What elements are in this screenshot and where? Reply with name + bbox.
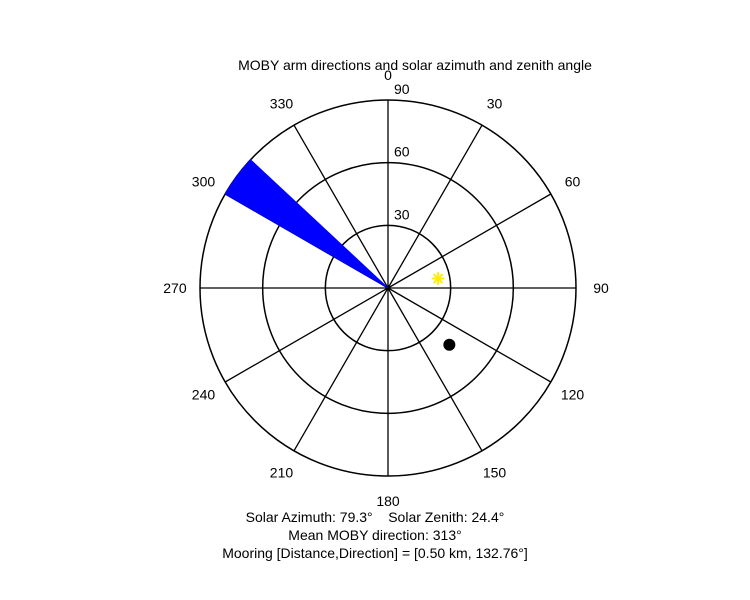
angle-tick-label-210: 210: [270, 465, 294, 481]
radius-tick-label-30: 30: [394, 206, 410, 222]
polar-grid: [199, 99, 577, 477]
sun-marker: [431, 272, 445, 286]
angle-tick-label-90: 90: [593, 280, 609, 296]
angle-tick-label-180: 180: [376, 493, 400, 509]
solar-caption: Solar Azimuth: 79.3° Solar Zenith: 24.4°: [0, 508, 750, 526]
spoke-30: [387, 124, 483, 289]
spoke-150: [387, 287, 483, 452]
moby-arm-wedge: [224, 159, 389, 289]
angle-tick-label-120: 120: [561, 387, 585, 403]
mooring-marker: [443, 338, 456, 351]
tick-labels: 0 30 60 90 120 150 180 210 240 270 300 330 30 60 90: [163, 67, 609, 509]
mooring-caption: Mooring [Distance,Direction] = [0.50 km,…: [222, 545, 528, 561]
angle-tick-label-0: 0: [384, 67, 392, 83]
angle-tick-label-30: 30: [487, 95, 503, 111]
chart-marks: [224, 159, 456, 351]
solar-azimuth-text: Solar Azimuth: 79.3°: [245, 509, 373, 525]
sun-marker-ray: [433, 273, 443, 284]
spoke-210: [293, 287, 389, 452]
spoke-240: [224, 287, 389, 383]
spoke-60: [387, 193, 552, 289]
angle-tick-label-300: 300: [192, 173, 216, 189]
angle-tick-label-330: 330: [270, 95, 294, 111]
solar-zenith-text: Solar Zenith: 24.4°: [388, 509, 505, 525]
radius-tick-label-90: 90: [394, 81, 410, 97]
angle-tick-label-60: 60: [565, 173, 581, 189]
angle-tick-label-150: 150: [483, 465, 507, 481]
mean-moby-caption: Mean MOBY direction: 313°: [288, 527, 462, 543]
angle-tick-label-240: 240: [192, 387, 216, 403]
spoke-330: [293, 124, 389, 289]
chart-title: MOBY arm directions and solar azimuth an…: [238, 57, 592, 73]
radius-tick-label-60: 60: [394, 144, 410, 160]
angle-tick-label-270: 270: [163, 280, 187, 296]
spoke-120: [387, 287, 552, 383]
